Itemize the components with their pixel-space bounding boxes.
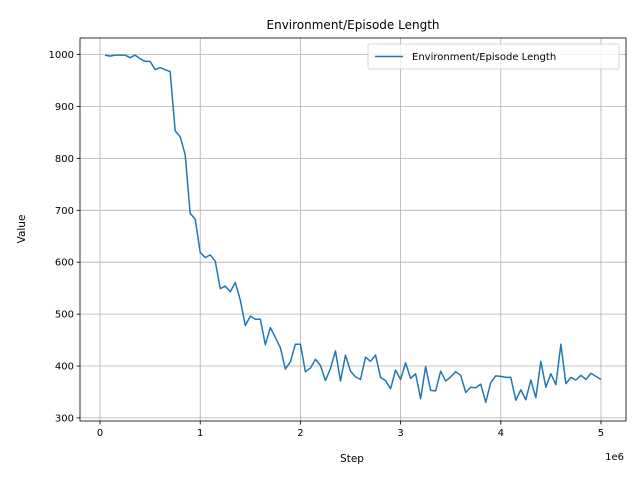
grid (80, 38, 626, 421)
y-tick-label: 800 (55, 154, 74, 165)
x-tick-label: 5 (598, 428, 604, 439)
y-tick-label: 900 (55, 102, 74, 113)
y-axis-label: Value (16, 215, 28, 244)
x-tick-label: 4 (498, 428, 504, 439)
series-layer (104, 54, 602, 404)
plot-frame (79, 37, 627, 422)
y-tick-label: 1000 (49, 50, 74, 61)
y-tick-label: 500 (55, 310, 74, 321)
legend-box (367, 43, 620, 70)
chart-title: Environment/Episode Length (267, 18, 440, 32)
y-tick-label: 400 (55, 361, 74, 372)
x-axis: 0 1 2 3 4 5 (97, 421, 604, 439)
y-tick-label: 600 (55, 258, 74, 269)
legend-label: Environment/Episode Length (412, 52, 556, 63)
x-tick-label: 0 (97, 428, 103, 439)
x-axis-label: Step (340, 453, 364, 465)
x-tick-label: 1 (197, 428, 203, 439)
y-tick-label: 300 (55, 413, 74, 424)
y-axis: 300 400 500 600 700 800 900 1000 (49, 50, 80, 424)
legend: Environment/Episode Length (367, 43, 620, 70)
x-axis-offset-text: 1e6 (605, 452, 624, 463)
x-tick-label: 2 (297, 428, 303, 439)
series-line (104, 54, 602, 404)
x-tick-label: 3 (397, 428, 403, 439)
y-tick-label: 700 (55, 206, 74, 217)
